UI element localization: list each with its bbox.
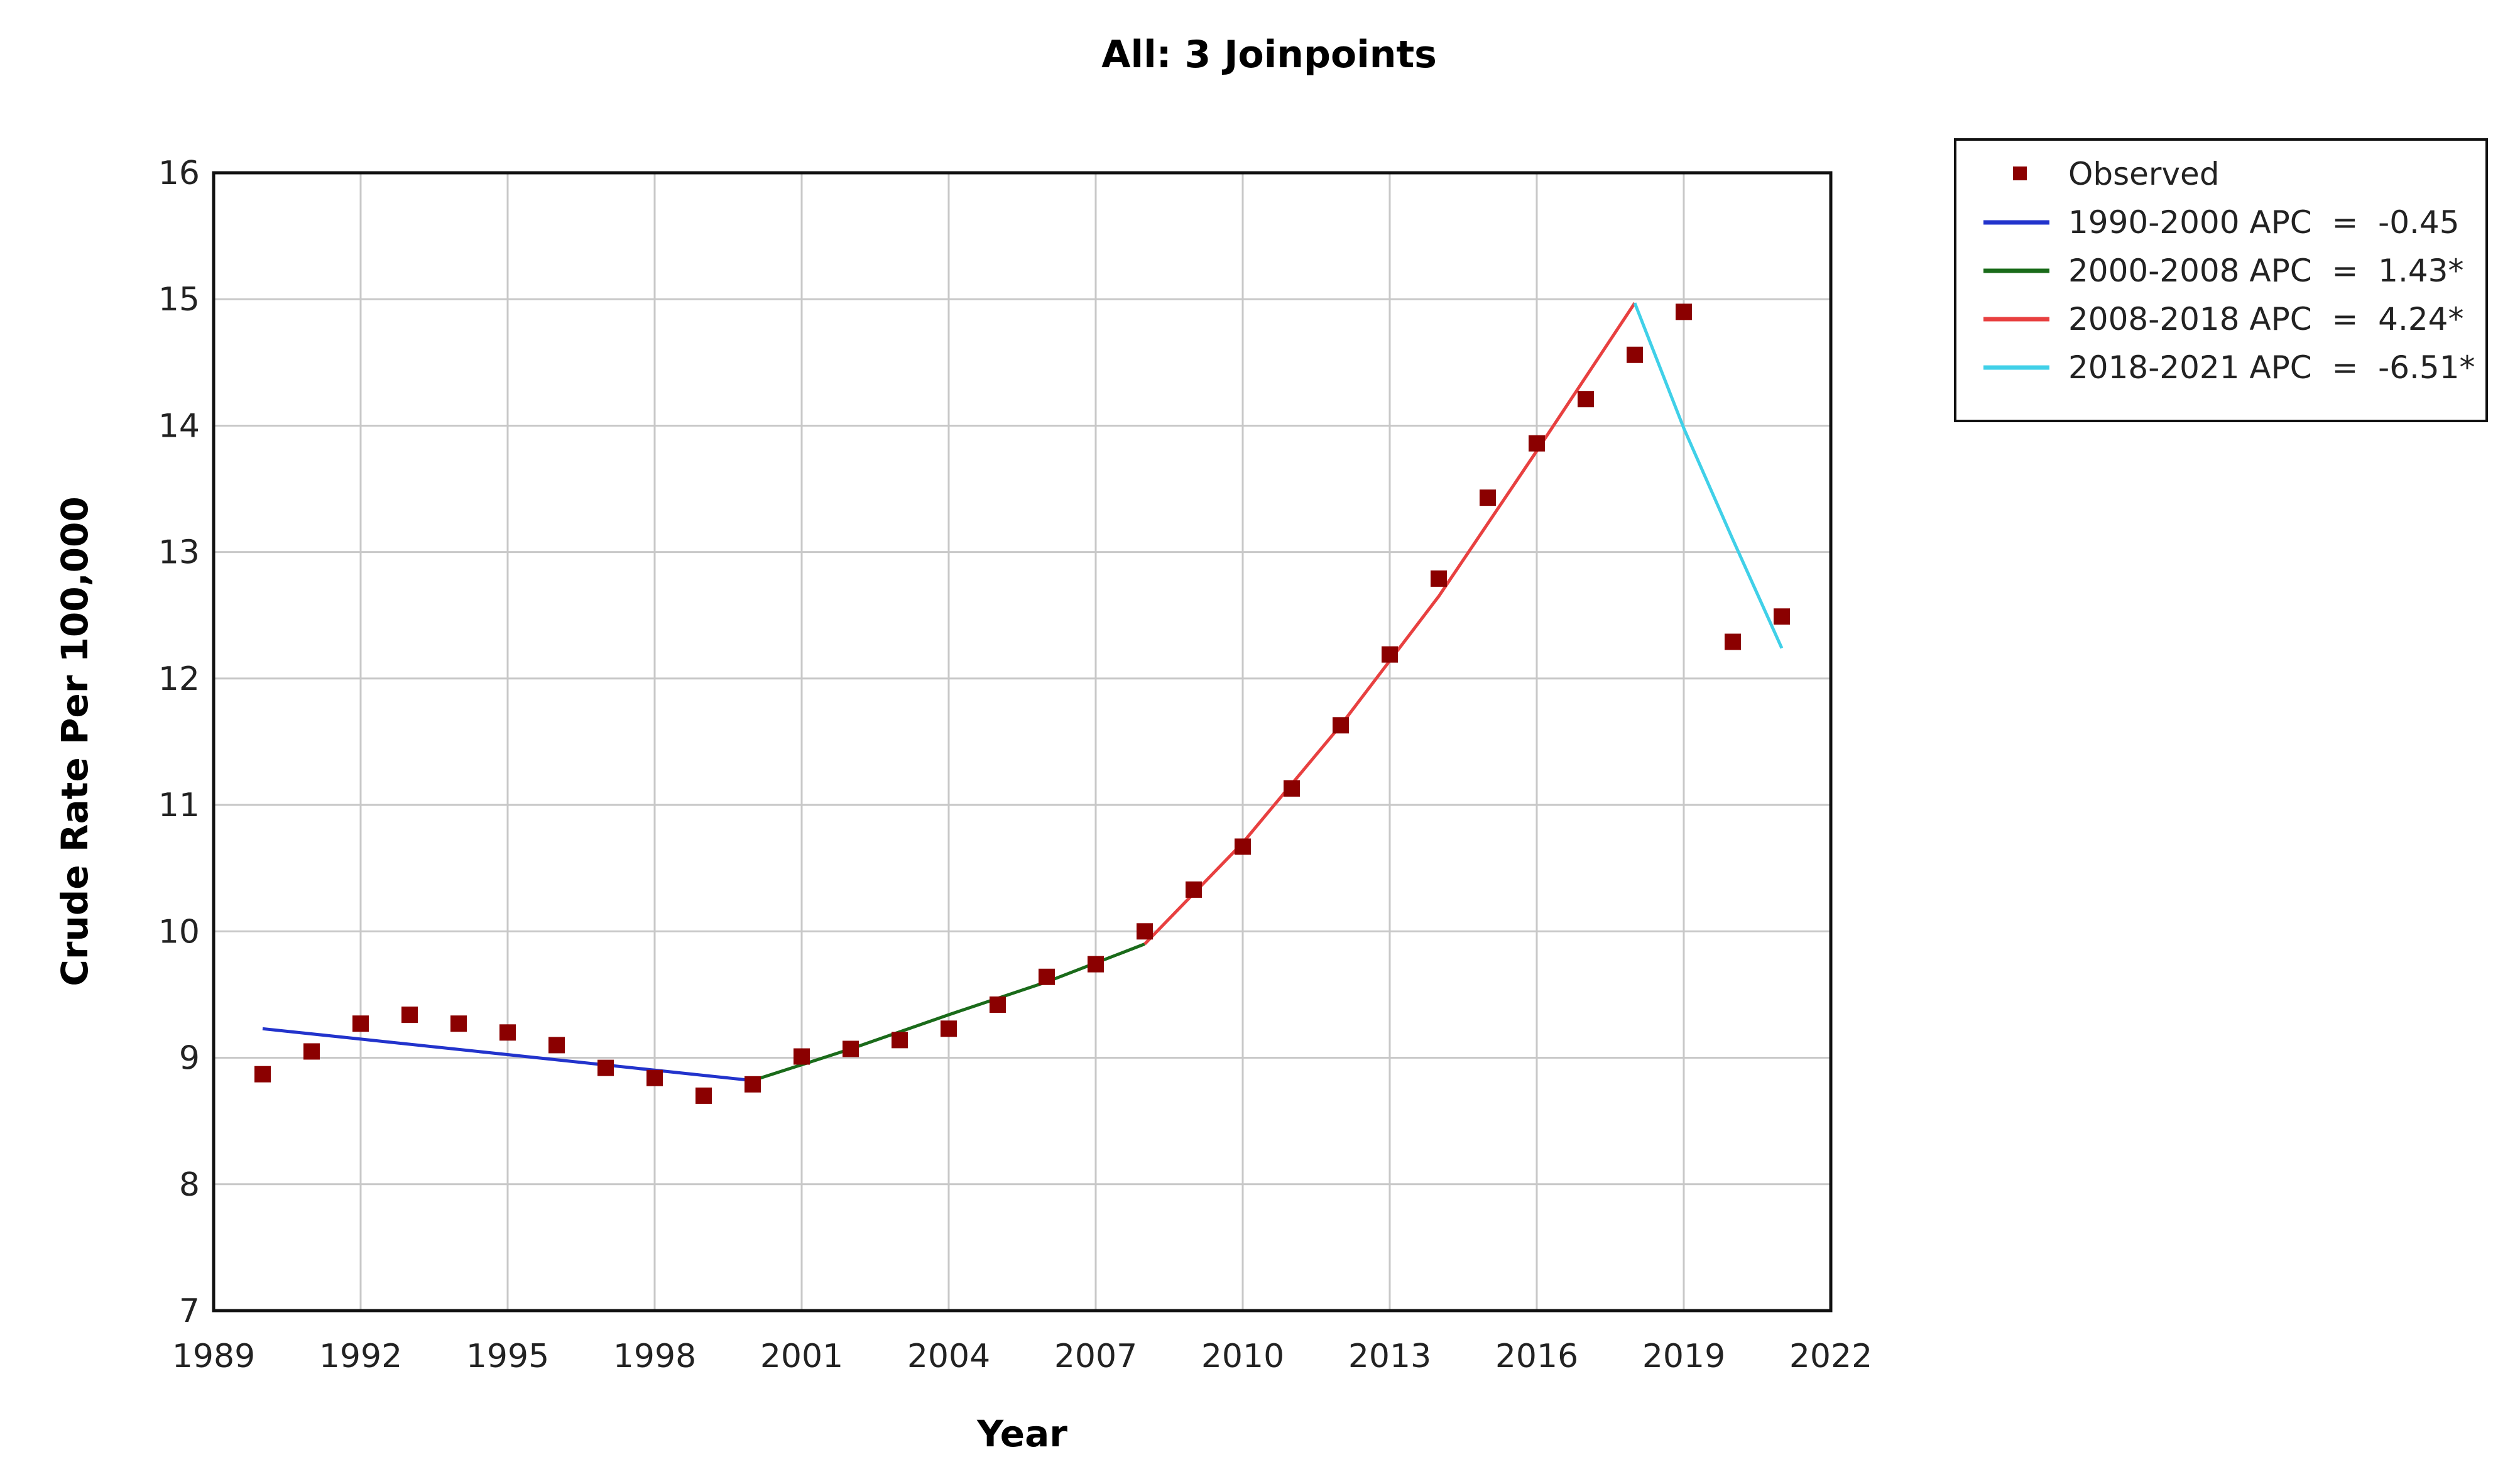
legend: Observed 1990-2000 APC = -0.45 2000-2008 A… xyxy=(1954,138,2488,422)
observed-point xyxy=(352,1015,369,1032)
y-tick-label: 12 xyxy=(158,660,200,698)
observed-point xyxy=(1235,838,1251,855)
x-axis-label: Year xyxy=(977,1412,1067,1455)
x-tick-label: 2004 xyxy=(907,1338,990,1375)
observed-point xyxy=(1431,570,1447,587)
x-tick-label: 2022 xyxy=(1789,1338,1872,1375)
observed-point xyxy=(745,1076,761,1093)
y-tick-label: 16 xyxy=(158,155,200,192)
observed-point xyxy=(401,1007,418,1023)
y-tick-label: 10 xyxy=(158,913,200,951)
observed-point xyxy=(303,1043,320,1060)
observed-point xyxy=(597,1059,614,1076)
x-tick-label: 2016 xyxy=(1495,1338,1578,1375)
x-tick-label: 1992 xyxy=(319,1338,402,1375)
observed-point xyxy=(1578,391,1594,408)
observed-point xyxy=(646,1069,663,1086)
x-tick-label: 2013 xyxy=(1348,1338,1431,1375)
legend-label-2: 2000-2008 APC = 1.43* xyxy=(2068,253,2464,289)
segment-line-4 xyxy=(1633,302,1784,649)
plot-frame xyxy=(212,171,1833,1313)
y-tick-label: 7 xyxy=(179,1292,200,1330)
observed-point xyxy=(1627,346,1643,363)
observed-point xyxy=(794,1048,810,1065)
x-tick-label: 2010 xyxy=(1201,1338,1284,1375)
observed-point xyxy=(499,1024,516,1041)
observed-point xyxy=(695,1087,712,1104)
legend-box xyxy=(1954,138,2488,422)
observed-points xyxy=(254,303,1790,1104)
observed-point xyxy=(548,1037,565,1054)
legend-label-observed: Observed xyxy=(2068,156,2220,192)
legend-label-4: 2018-2021 APC = -6.51* xyxy=(2068,349,2475,386)
y-tick-label: 8 xyxy=(179,1166,200,1204)
x-tick-label: 2001 xyxy=(760,1338,843,1375)
observed-point xyxy=(1039,968,1055,985)
observed-point xyxy=(941,1020,957,1037)
y-tick-label: 11 xyxy=(158,787,200,824)
observed-point xyxy=(1382,646,1398,663)
y-tick-label: 15 xyxy=(158,281,200,319)
observed-point xyxy=(1725,633,1741,650)
y-tick-label: 13 xyxy=(158,534,200,572)
chart-title: All: 3 Joinpoints xyxy=(1101,33,1437,77)
x-tick-label: 1998 xyxy=(613,1338,696,1375)
grid-lines xyxy=(214,173,1831,1311)
observed-point xyxy=(1137,923,1153,940)
y-tick-label: 14 xyxy=(158,407,200,445)
legend-label-3: 2008-2018 APC = 4.24* xyxy=(2068,301,2464,337)
observed-point xyxy=(1284,780,1300,797)
x-tick-label: 2007 xyxy=(1054,1338,1137,1375)
segment-line-2 xyxy=(752,942,1145,1083)
axes: 1989 1992 1995 1998 2001 2004 2007 2010 2013 2016… xyxy=(158,155,1872,1375)
y-tick-label: 9 xyxy=(179,1040,200,1078)
fitted-segments xyxy=(262,302,1784,1083)
segment-line-1 xyxy=(262,1027,753,1083)
observed-point xyxy=(1774,608,1790,625)
observed-point xyxy=(450,1015,467,1032)
x-tick-label: 1989 xyxy=(172,1338,255,1375)
observed-point xyxy=(1333,717,1349,734)
observed-point xyxy=(1480,489,1496,506)
observed-point xyxy=(990,996,1006,1013)
legend-marker-observed xyxy=(2013,166,2027,180)
observed-point xyxy=(1186,881,1202,898)
observed-point xyxy=(254,1066,271,1083)
legend-label-1: 1990-2000 APC = -0.45 xyxy=(2068,204,2460,241)
x-tick-label: 1995 xyxy=(466,1338,549,1375)
observed-point xyxy=(1529,435,1545,452)
observed-point xyxy=(892,1032,908,1049)
observed-point xyxy=(1088,956,1104,973)
observed-point xyxy=(843,1040,859,1057)
observed-point xyxy=(1676,303,1692,320)
x-tick-label: 2019 xyxy=(1642,1338,1725,1375)
